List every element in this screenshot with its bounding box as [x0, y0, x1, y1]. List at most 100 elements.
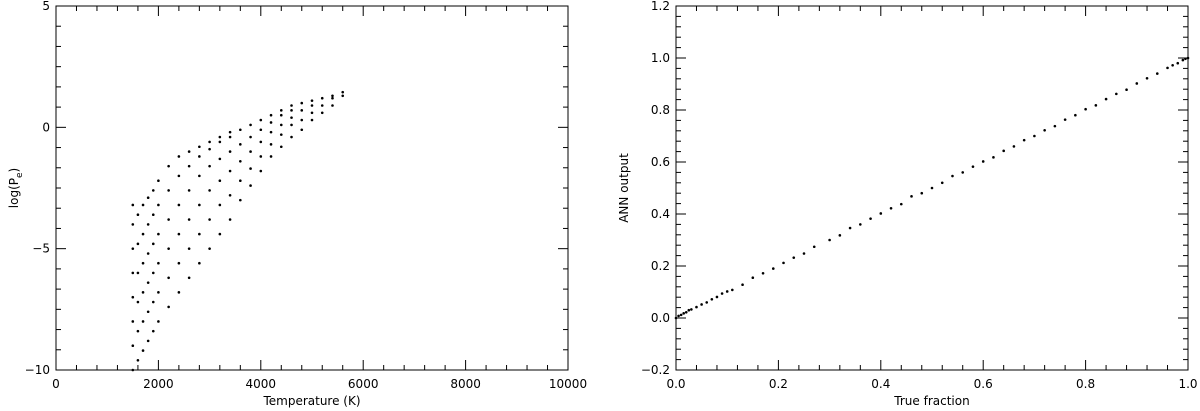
- right-data-point: [951, 174, 954, 178]
- right-y-axis-title: ANN output: [617, 153, 631, 223]
- left-data-point: [320, 96, 324, 100]
- left-data-point: [177, 291, 181, 294]
- right-data-point: [1176, 61, 1180, 65]
- right-data-point: [971, 165, 975, 168]
- left-x-tick-label: 4000: [246, 377, 277, 391]
- left-data-point: [187, 247, 191, 250]
- right-data-point: [899, 202, 903, 206]
- left-data-point: [167, 247, 170, 250]
- right-data-point: [1186, 56, 1190, 60]
- right-y-tick-label: 0.0: [651, 311, 670, 325]
- right-data-point: [1002, 149, 1005, 153]
- left-data-point: [131, 344, 135, 348]
- left-data-point: [157, 291, 160, 294]
- left-data-point: [269, 121, 273, 124]
- left-data-point: [157, 179, 160, 183]
- left-data-point: [146, 196, 150, 200]
- left-data-point: [259, 169, 263, 173]
- left-data-point: [136, 300, 140, 304]
- left-data-point: [239, 160, 242, 163]
- left-data-point: [141, 261, 145, 265]
- right-x-tick-label: 0.2: [769, 377, 788, 391]
- left-data-point: [331, 96, 334, 100]
- right-data-point: [930, 186, 934, 190]
- right-data-point: [720, 292, 724, 295]
- left-data-point: [157, 203, 160, 207]
- left-data-point: [279, 109, 283, 112]
- right-x-axis-title: True fraction: [893, 394, 969, 408]
- left-data-point: [239, 128, 242, 132]
- right-data-point: [1022, 138, 1026, 142]
- right-y-tick-label: 0.6: [651, 155, 670, 169]
- left-data-point: [228, 193, 232, 197]
- left-data-point: [218, 232, 222, 236]
- left-data-point: [167, 218, 170, 221]
- left-data-point: [198, 232, 201, 236]
- left-data-point: [167, 276, 170, 280]
- left-data-point: [151, 300, 155, 304]
- left-x-tick-label: 10000: [549, 377, 587, 391]
- left-data-point: [198, 174, 201, 178]
- right-data-point: [700, 303, 703, 306]
- left-data-point: [167, 164, 170, 168]
- left-data-point: [279, 145, 283, 149]
- left-data-point: [141, 349, 145, 352]
- right-data-point: [812, 245, 816, 249]
- left-data-point: [157, 232, 160, 236]
- right-y-tick-label: 1.0: [651, 51, 670, 65]
- left-x-tick-label: 0: [52, 377, 60, 391]
- left-data-point: [249, 135, 252, 139]
- right-data-point: [710, 297, 714, 301]
- right-data-point: [1084, 107, 1087, 111]
- right-y-tick-label: 1.2: [651, 0, 670, 13]
- right-data-point: [889, 206, 893, 210]
- left-scatter-series: [131, 90, 345, 372]
- left-data-point: [141, 232, 145, 236]
- left-chart: 0 2000 4000 6000 8000 10000 −10 −5 0 5 Temperatu…: [7, 0, 587, 408]
- left-data-point: [331, 94, 334, 98]
- right-data-point: [741, 283, 744, 287]
- left-data-point: [228, 135, 232, 139]
- right-y-axis: −0.2 0.0 0.2 0.4 0.6 0.8 1.0 1.2: [641, 0, 1188, 377]
- left-data-point: [259, 128, 263, 132]
- right-data-point: [684, 310, 688, 314]
- right-data-point: [761, 271, 765, 275]
- right-data-point: [690, 308, 693, 311]
- right-data-point: [677, 314, 680, 318]
- right-data-point: [920, 191, 924, 195]
- right-data-point: [1094, 104, 1098, 107]
- right-data-point: [981, 160, 985, 163]
- left-data-point: [167, 189, 170, 192]
- left-data-point: [198, 261, 201, 265]
- left-data-point: [208, 164, 211, 168]
- left-data-point: [290, 104, 293, 107]
- left-data-point: [320, 104, 324, 107]
- right-data-point: [961, 171, 965, 174]
- left-data-point: [187, 218, 191, 221]
- right-data-point: [1012, 145, 1016, 148]
- left-data-point: [331, 104, 334, 107]
- right-data-point: [1053, 124, 1057, 128]
- left-data-point: [341, 90, 345, 94]
- left-data-point: [177, 174, 181, 178]
- left-data-point: [136, 213, 140, 216]
- left-data-point: [290, 109, 293, 112]
- right-data-point: [1184, 57, 1187, 61]
- left-x-axis-title: Temperature (K): [262, 394, 360, 408]
- right-data-point: [1033, 134, 1036, 138]
- left-data-point: [208, 247, 211, 250]
- left-data-point: [141, 203, 145, 207]
- left-data-point: [187, 164, 191, 168]
- right-data-point: [1104, 97, 1108, 101]
- left-data-point: [269, 130, 273, 134]
- left-data-point: [157, 320, 160, 323]
- left-data-point: [177, 155, 181, 158]
- left-data-point: [228, 218, 232, 221]
- left-data-point: [198, 155, 201, 158]
- left-data-point: [269, 113, 273, 117]
- right-x-tick-label: 0.6: [974, 377, 993, 391]
- left-x-tick-label: 8000: [450, 377, 481, 391]
- right-data-point: [828, 238, 831, 242]
- left-data-point: [157, 261, 160, 265]
- left-data-point: [290, 116, 293, 119]
